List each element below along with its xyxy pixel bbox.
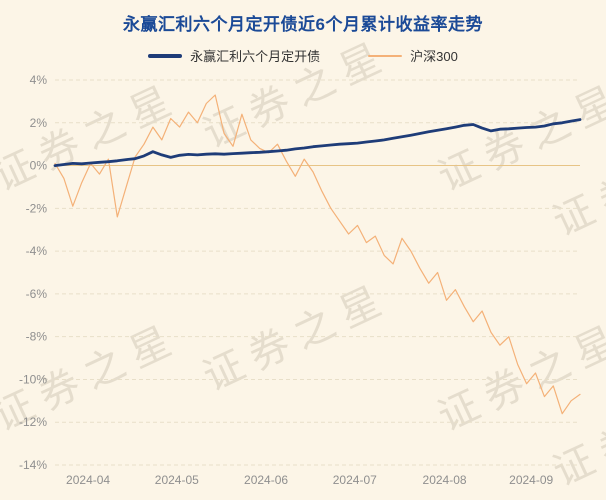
fund-series-line xyxy=(53,118,582,168)
y-tick-label: -8% xyxy=(26,330,48,344)
y-tick-label: -10% xyxy=(19,372,47,386)
x-tick-label: 2024-09 xyxy=(509,473,553,487)
y-tick-label: 4% xyxy=(30,73,48,87)
chart-title: 永赢汇利六个月定开债近6个月累计收益率走势 xyxy=(123,15,483,34)
y-tick-label: 0% xyxy=(30,159,48,173)
x-tick-label: 2024-05 xyxy=(155,473,199,487)
x-tick-label: 2024-06 xyxy=(244,473,288,487)
legend-label-csi300: 沪深300 xyxy=(410,49,458,64)
x-tick-label: 2024-04 xyxy=(66,473,110,487)
legend-label-fund: 永赢汇利六个月定开债 xyxy=(190,49,321,64)
x-tick-label: 2024-08 xyxy=(423,473,467,487)
chart-legend: 永赢汇利六个月定开债 沪深300 xyxy=(0,46,606,65)
legend-item-csi300[interactable]: 沪深300 xyxy=(368,46,458,65)
fund-line-swatch xyxy=(148,53,183,58)
x-tick-label: 2024-07 xyxy=(333,473,377,487)
y-tick-label: -4% xyxy=(26,244,48,258)
y-tick-label: 2% xyxy=(30,116,48,130)
legend-item-fund[interactable]: 永赢汇利六个月定开债 xyxy=(148,46,320,65)
csi300-series-line xyxy=(54,94,581,415)
y-tick-label: -14% xyxy=(19,458,47,472)
y-tick-label: -12% xyxy=(19,415,47,429)
y-tick-label: -2% xyxy=(26,201,48,215)
y-tick-label: -6% xyxy=(26,287,48,301)
csi300-line-swatch xyxy=(368,54,403,57)
